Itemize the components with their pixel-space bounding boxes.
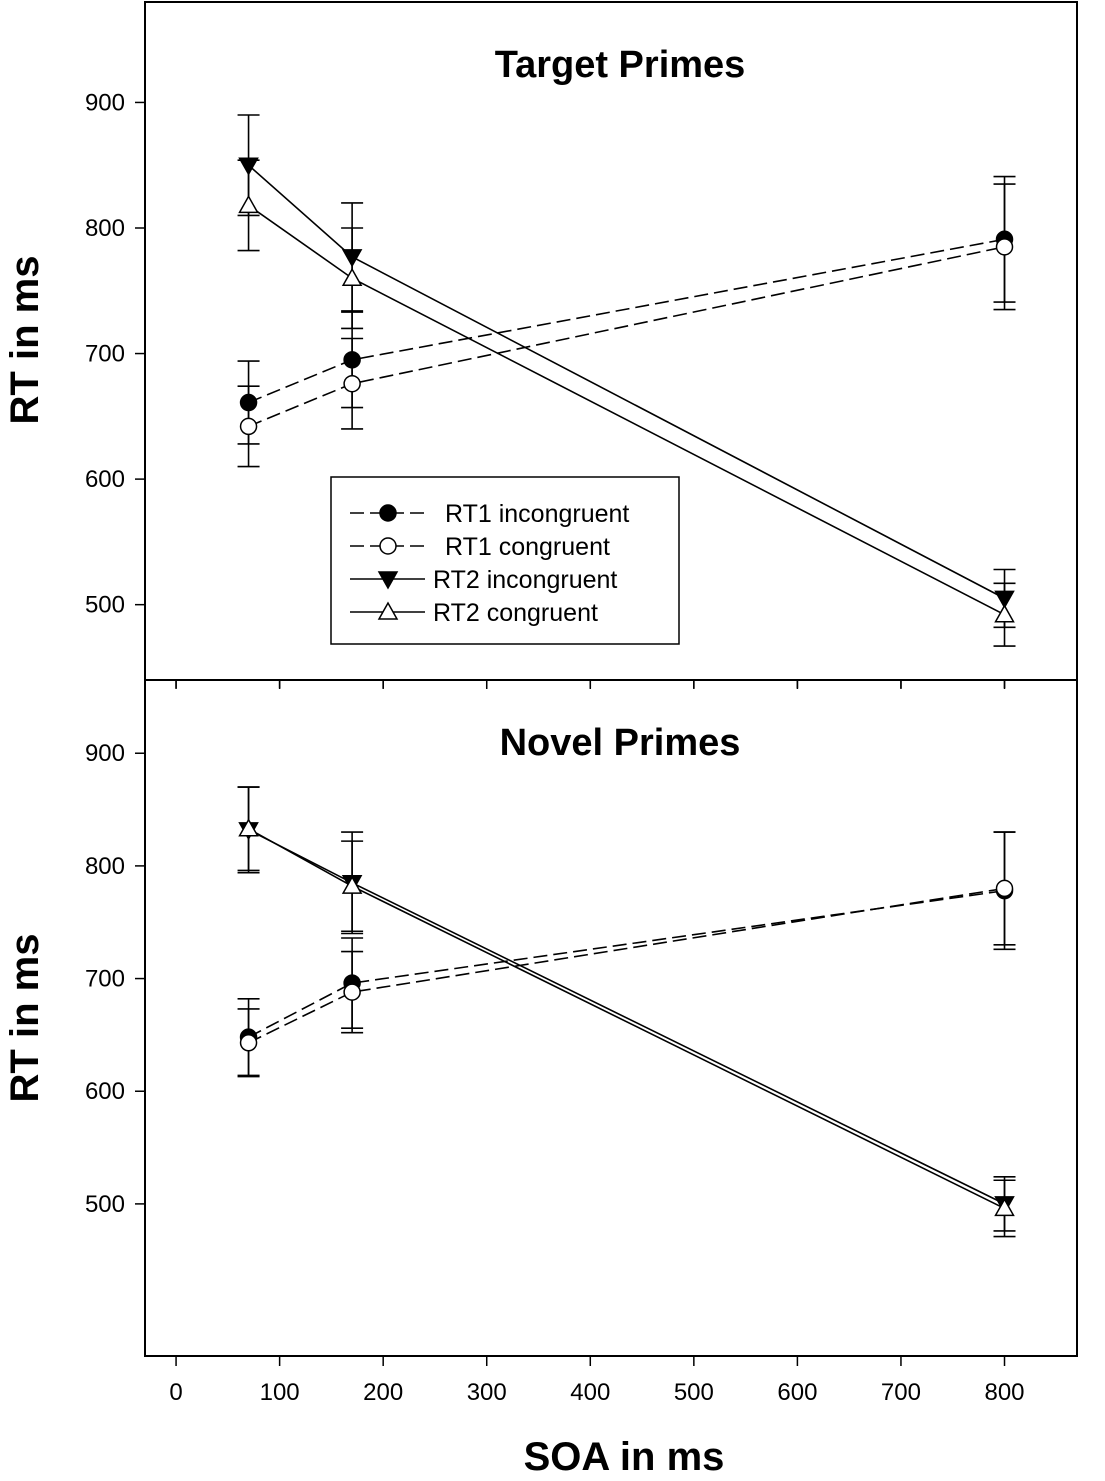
legend-label: RT2 congruent bbox=[433, 599, 598, 627]
novel-data-point bbox=[239, 1034, 258, 1052]
target-y-tick-label: 900 bbox=[85, 89, 125, 116]
novel-data-point bbox=[238, 818, 259, 837]
legend-label: RT2 incongruent bbox=[433, 566, 617, 594]
x-tick-label: 700 bbox=[881, 1379, 921, 1406]
target-data-point bbox=[238, 194, 259, 214]
novel-y-tick-label: 900 bbox=[85, 740, 125, 767]
target-panel-title: Target Primes bbox=[495, 44, 746, 86]
legend: RT1 incongruent RT1 congruent RT2 incongru… bbox=[330, 476, 680, 645]
novel-data-point bbox=[995, 879, 1014, 898]
target-data-point bbox=[995, 238, 1014, 256]
x-tick-label: 800 bbox=[984, 1379, 1024, 1406]
target-series-line bbox=[248, 238, 1005, 404]
novel-y-tick-label: 800 bbox=[85, 853, 125, 880]
legend-marker bbox=[379, 504, 397, 522]
x-tick-label: 500 bbox=[674, 1379, 714, 1406]
x-tick-label: 300 bbox=[467, 1379, 507, 1406]
target-series-3 bbox=[237, 159, 1016, 647]
novel-series-1 bbox=[237, 831, 1016, 1078]
novel-y-tick-label: 700 bbox=[85, 966, 125, 993]
panel-novel-primes: 500 600 700 800 900 Novel Primes RT in ms bbox=[3, 679, 1078, 1357]
novel-y-tick-label: 500 bbox=[85, 1191, 125, 1218]
legend-label: RT1 congruent bbox=[445, 533, 610, 561]
target-data-point bbox=[239, 417, 258, 436]
novel-series-line bbox=[248, 889, 1005, 1038]
novel-data-point bbox=[994, 1197, 1015, 1217]
novel-data-point bbox=[343, 983, 361, 1001]
x-tick-label: 100 bbox=[260, 1379, 300, 1406]
x-tick-label: 0 bbox=[169, 1379, 182, 1406]
target-series-line bbox=[248, 246, 1005, 428]
x-axis: 0 100 200 300 400 500 600 700 800 bbox=[169, 680, 1025, 1406]
x-axis-title: SOA in ms bbox=[524, 1435, 725, 1479]
target-data-point bbox=[341, 267, 363, 286]
legend-marker bbox=[377, 601, 399, 620]
novel-panel-title: Novel Primes bbox=[500, 722, 741, 764]
legend-marker bbox=[377, 571, 399, 590]
legend-label: RT1 incongruent bbox=[445, 500, 629, 528]
novel-y-axis-title: RT in ms bbox=[3, 934, 47, 1103]
target-y-axis-title: RT in ms bbox=[3, 256, 47, 425]
panel-target-primes: 500 600 700 800 900 Target Primes RT in ms RT1 … bbox=[3, 1, 1078, 689]
target-y-tick-label: 500 bbox=[85, 592, 125, 619]
x-tick-label: 200 bbox=[363, 1379, 403, 1406]
target-data-point bbox=[994, 604, 1015, 623]
novel-series-0 bbox=[237, 831, 1016, 1077]
target-y-tick-label: 800 bbox=[85, 215, 125, 242]
legend-marker bbox=[379, 537, 397, 555]
target-series-1 bbox=[237, 183, 1016, 468]
target-y-tick-label: 700 bbox=[85, 341, 125, 368]
novel-data-point bbox=[341, 875, 363, 894]
target-y-tick-label: 600 bbox=[85, 466, 125, 493]
novel-y-tick-label: 600 bbox=[85, 1078, 125, 1105]
novel-series-2 bbox=[237, 786, 1016, 1232]
novel-series-line bbox=[248, 829, 1005, 1205]
x-tick-label: 600 bbox=[777, 1379, 817, 1406]
novel-series-3 bbox=[237, 786, 1016, 1238]
x-tick-label: 400 bbox=[570, 1379, 610, 1406]
novel-series-line bbox=[248, 887, 1005, 1044]
target-data-point bbox=[343, 374, 361, 393]
novel-plot-frame bbox=[144, 679, 1078, 1357]
